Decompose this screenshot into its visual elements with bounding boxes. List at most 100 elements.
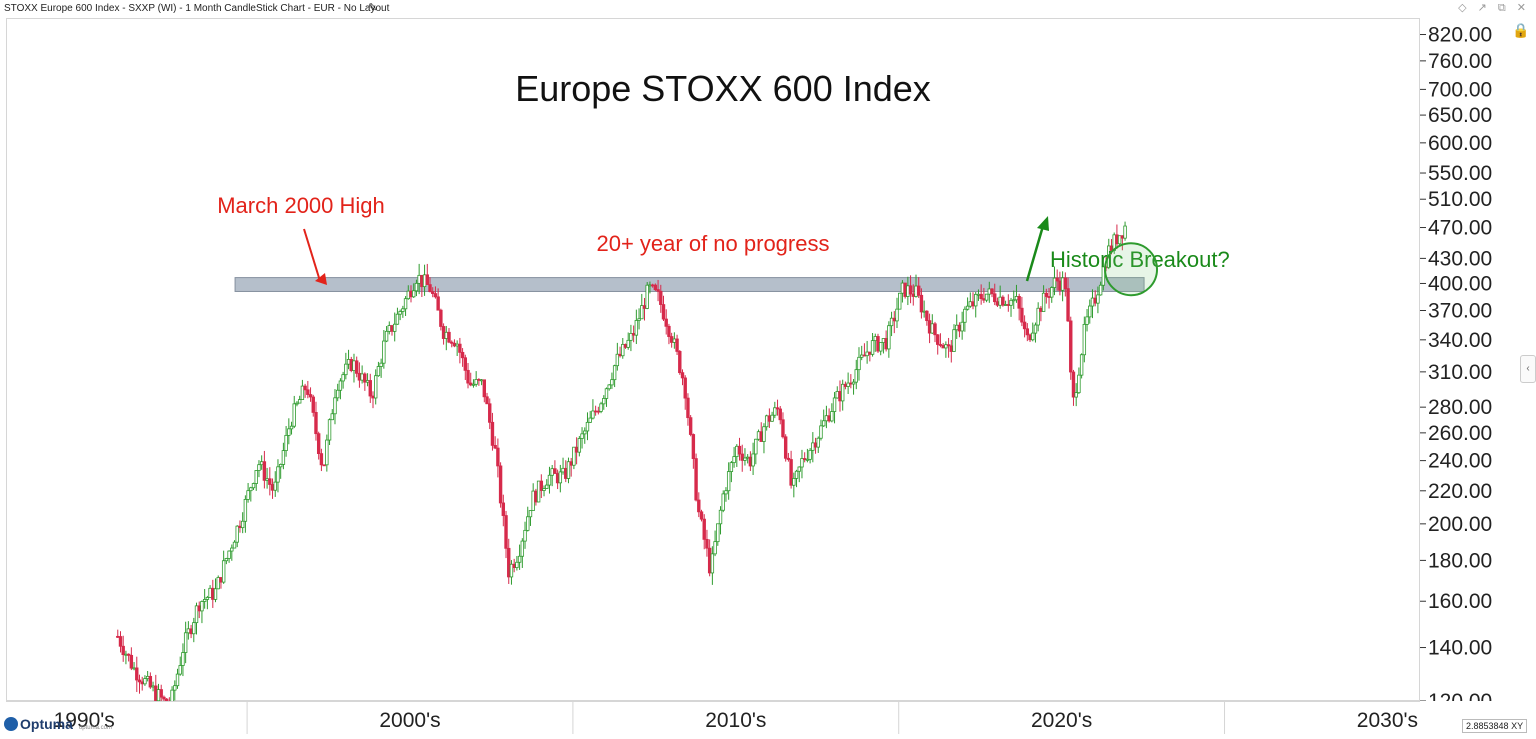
- candle-body: [574, 446, 579, 453]
- collapse-panel-chevron-icon[interactable]: ‹: [1520, 355, 1536, 383]
- candle: [876, 333, 880, 353]
- candle-body: [545, 484, 549, 489]
- candle: [726, 462, 731, 500]
- candle-body: [330, 413, 334, 421]
- candle: [580, 427, 584, 449]
- candle-body: [729, 462, 734, 472]
- candle-body: [132, 667, 136, 670]
- candle-body: [819, 425, 823, 439]
- candle-body: [968, 301, 973, 307]
- candle-body: [792, 477, 796, 486]
- candle-body: [672, 338, 677, 343]
- candle-body: [436, 296, 440, 311]
- candle-body: [868, 351, 872, 355]
- candle: [944, 341, 948, 358]
- candle: [116, 629, 120, 638]
- candle-body: [246, 490, 250, 500]
- candle: [642, 297, 647, 321]
- candle: [235, 525, 239, 548]
- candle-body: [748, 456, 753, 467]
- candle-body: [572, 446, 576, 466]
- candle-body: [838, 391, 842, 402]
- candle-body: [471, 383, 476, 386]
- y-tick-label: 240.00: [1428, 450, 1492, 473]
- candle: [1101, 256, 1106, 291]
- candle-body: [221, 560, 226, 583]
- candle-body: [292, 403, 296, 427]
- candle: [504, 510, 508, 559]
- candle: [743, 448, 747, 466]
- candle-body: [857, 356, 861, 371]
- candle: [830, 403, 834, 423]
- candle-body: [724, 490, 728, 495]
- candle-body: [846, 382, 850, 387]
- candle: [764, 414, 769, 431]
- candle: [640, 293, 644, 320]
- candle: [257, 460, 261, 478]
- candle: [564, 460, 568, 483]
- candle: [683, 375, 687, 410]
- candle: [821, 409, 826, 427]
- candle-body: [922, 310, 926, 313]
- candle-body: [859, 354, 864, 358]
- candle-body: [629, 333, 633, 341]
- candle: [759, 422, 763, 442]
- candle: [284, 426, 288, 457]
- candle: [439, 308, 443, 331]
- candle-body: [1088, 305, 1092, 318]
- candle-body: [911, 293, 915, 297]
- candle: [412, 283, 416, 298]
- candle-body: [1069, 320, 1073, 373]
- candle: [626, 332, 630, 350]
- y-tick-label: 470.00: [1428, 217, 1492, 240]
- candle-body: [797, 466, 801, 472]
- xy-readout[interactable]: 2.8853848 XY: [1462, 719, 1528, 733]
- candle: [338, 378, 343, 400]
- candle: [1088, 299, 1092, 324]
- candle: [517, 544, 522, 570]
- candle: [653, 283, 658, 292]
- candle: [526, 506, 530, 532]
- candle-body: [713, 541, 717, 555]
- candle-body: [865, 351, 869, 357]
- candle: [1123, 221, 1127, 241]
- candle: [360, 365, 364, 384]
- candle-body: [946, 344, 951, 347]
- candle: [243, 495, 248, 533]
- candle-body: [1006, 304, 1011, 306]
- y-tick-label: 180.00: [1428, 549, 1492, 572]
- candle-body: [287, 428, 291, 436]
- candle-body: [458, 343, 462, 353]
- candle-body: [308, 394, 313, 398]
- candle-body: [1031, 332, 1035, 341]
- candle-body: [349, 359, 353, 371]
- candle-body: [181, 652, 185, 666]
- candle: [238, 520, 242, 533]
- candle-body: [659, 290, 663, 305]
- candle-body: [941, 345, 945, 349]
- candle-body: [466, 369, 470, 384]
- candle: [775, 399, 780, 416]
- chart-plot-area[interactable]: Europe STOXX 600 Index March 2000 High 2…: [6, 18, 1420, 717]
- candle-body: [851, 381, 856, 385]
- candle-body: [732, 456, 736, 464]
- candle: [181, 643, 185, 677]
- candle-body: [447, 331, 451, 343]
- y-axis[interactable]: 820.00 760.00 700.00 650.00 600.00 550.00 510.…: [1420, 18, 1536, 701]
- candle-body: [884, 338, 888, 350]
- candle-body: [205, 597, 210, 600]
- pencil-icon[interactable]: ✎: [368, 2, 378, 14]
- window-controls-icon[interactable]: ◇ ↗ ⧉ ✕: [1458, 2, 1530, 14]
- candle-body: [553, 468, 557, 474]
- lock-icon[interactable]: 🔒: [1512, 22, 1530, 38]
- candle-body: [963, 308, 967, 323]
- candle-body: [645, 284, 649, 309]
- x-axis[interactable]: 1990's 2000's 2010's 2020's 2030's: [6, 701, 1420, 734]
- candle: [1052, 266, 1057, 296]
- candle: [539, 474, 544, 499]
- candle-body: [751, 453, 755, 467]
- candle-body: [137, 679, 142, 683]
- x-tick-label: 2010's: [705, 709, 766, 732]
- y-tick-label: 260.00: [1428, 422, 1492, 445]
- candle-body: [420, 274, 424, 288]
